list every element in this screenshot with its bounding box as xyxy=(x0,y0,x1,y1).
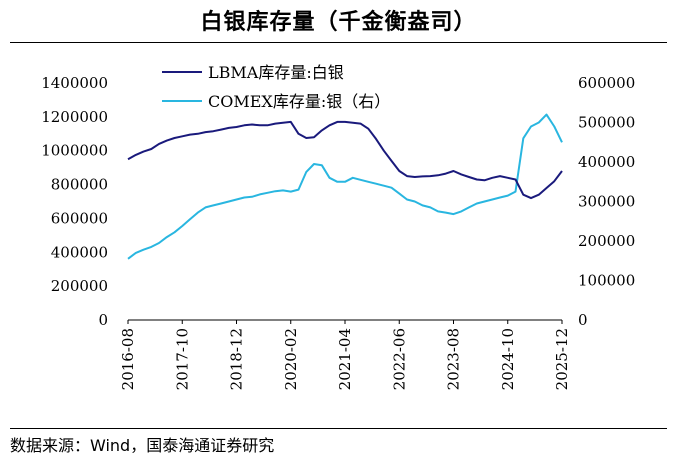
y-right-tick-label: 0 xyxy=(578,311,588,329)
series-line-comex xyxy=(127,113,563,260)
y-right-tick-label: 500000 xyxy=(578,114,635,132)
y-left-tick-label: 1400000 xyxy=(41,74,108,92)
chart-legend: LBMA库存量:白银 COMEX库存量:银（右） xyxy=(162,63,390,111)
source-note: 数据来源：Wind，国泰海通证券研究 xyxy=(10,436,275,455)
y-left-tick-label: 600000 xyxy=(51,209,108,227)
y-right-tick-label: 100000 xyxy=(578,272,635,290)
y-right-tick-label: 200000 xyxy=(578,232,635,250)
x-tick-label: 2018-12 xyxy=(228,328,246,390)
source-divider xyxy=(10,428,667,429)
y-left-tick-label: 1000000 xyxy=(41,142,108,160)
x-tick-label: 2020-02 xyxy=(282,328,300,390)
legend-item-comex-label: COMEX库存量:银（右） xyxy=(208,92,390,111)
title-divider xyxy=(10,42,667,43)
x-tick-label: 2021-04 xyxy=(336,328,354,390)
dual-axis-line-chart: 0200000400000600000800000100000012000001… xyxy=(41,63,635,390)
series-line-lbma xyxy=(127,120,563,200)
y-right-tick-label: 600000 xyxy=(578,74,635,92)
y-right-tick-label: 300000 xyxy=(578,193,635,211)
x-tick-label: 2023-08 xyxy=(445,328,463,390)
x-tick-label: 2025-12 xyxy=(553,328,571,390)
y-right-tick-label: 400000 xyxy=(578,153,635,171)
y-left-tick-label: 400000 xyxy=(51,243,108,261)
y-left-tick-label: 1200000 xyxy=(41,108,108,126)
x-tick-label: 2016-08 xyxy=(119,328,137,390)
x-tick-label: 2022-06 xyxy=(390,328,408,390)
chart-title: 白银库存量（千金衡盎司） xyxy=(200,10,477,35)
chart-lines xyxy=(127,113,563,260)
y-left-tick-label: 0 xyxy=(98,311,108,329)
y-left-tick-label: 200000 xyxy=(51,277,108,295)
legend-item-lbma-label: LBMA库存量:白银 xyxy=(208,63,344,82)
y-left-tick-label: 800000 xyxy=(51,176,108,194)
x-tick-label: 2024-10 xyxy=(499,328,517,390)
chart-axes: 0200000400000600000800000100000012000001… xyxy=(41,74,635,390)
x-tick-label: 2017-10 xyxy=(173,328,191,390)
